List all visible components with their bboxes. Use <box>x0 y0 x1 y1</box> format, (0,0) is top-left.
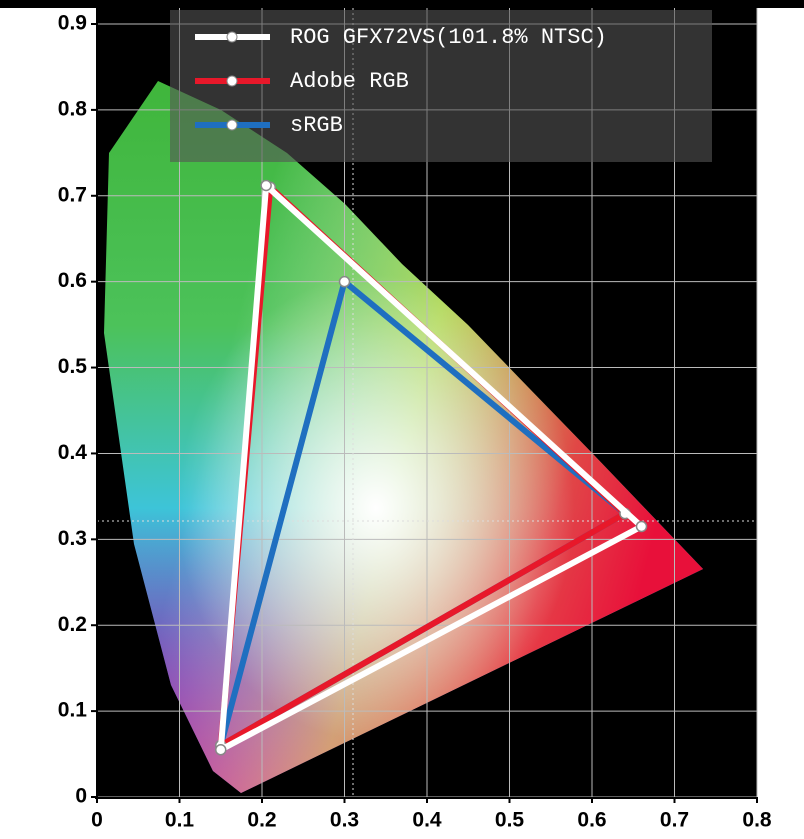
y-tick-label: 0.9 <box>58 12 87 35</box>
y-tick-label: 0.3 <box>58 527 87 550</box>
x-tick-label: 0.8 <box>742 809 772 832</box>
y-tick-label: 0.6 <box>58 269 87 292</box>
legend-label: sRGB <box>290 113 343 138</box>
vertex-marker <box>635 520 648 533</box>
series-layer <box>215 179 648 756</box>
y-tick-label: 0.7 <box>58 183 87 206</box>
x-tick-label: 0.2 <box>247 809 276 832</box>
x-tick-label: 0.6 <box>577 809 606 832</box>
vertex-marker <box>338 275 351 288</box>
top-strip <box>0 0 804 8</box>
x-tick-label: 0.7 <box>660 809 689 832</box>
legend-marker <box>226 75 238 87</box>
vertex-marker <box>260 179 272 192</box>
x-tick-label: 0.5 <box>495 809 525 832</box>
legend-label: ROG GFX72VS(101.8% NTSC) <box>290 25 607 50</box>
legend: ROG GFX72VS(101.8% NTSC) Adobe RGB sRGB <box>195 25 607 138</box>
y-tick-label: 0 <box>75 785 87 808</box>
y-tick-label: 0.4 <box>58 441 88 464</box>
x-tick-label: 0.3 <box>330 809 359 832</box>
legend-marker <box>226 31 238 43</box>
y-tick-label: 0.2 <box>58 613 87 636</box>
legend-label: Adobe RGB <box>290 69 409 94</box>
gamut-triangle <box>217 182 645 753</box>
x-tick-label: 0 <box>91 809 103 832</box>
x-tick-label: 0.4 <box>412 809 442 832</box>
y-tick-label: 0.5 <box>58 355 88 378</box>
y-tick-label: 0.1 <box>58 699 88 722</box>
x-tick-label: 0.1 <box>165 809 195 832</box>
vertex-marker <box>215 744 227 756</box>
y-tick-label: 0.8 <box>58 97 88 120</box>
legend-marker <box>226 119 238 131</box>
